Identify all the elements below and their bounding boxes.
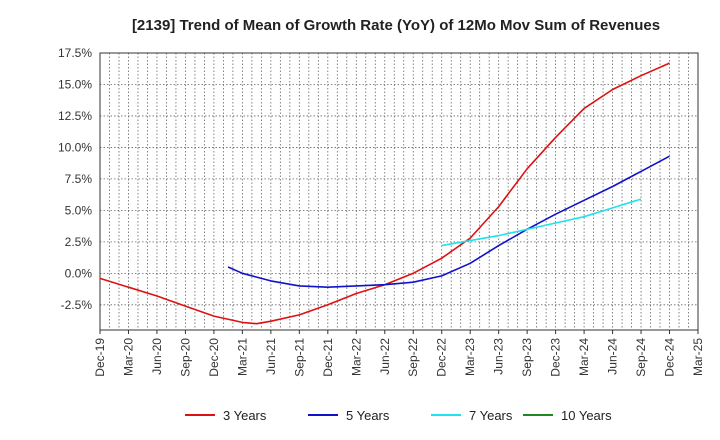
x-tick-label: Mar-25 xyxy=(691,338,705,376)
x-tick-label: Sep-22 xyxy=(406,338,420,377)
x-tick-label: Jun-22 xyxy=(378,338,392,375)
x-tick-label: Sep-20 xyxy=(178,338,192,377)
x-tick-label: Sep-23 xyxy=(520,338,534,377)
chart-grid xyxy=(99,52,699,330)
x-tick-label: Jun-20 xyxy=(150,338,164,375)
x-tick-label: Jun-24 xyxy=(606,338,620,375)
legend-label: 3 Years xyxy=(223,408,267,423)
series-lines xyxy=(99,62,670,325)
y-tick-label: 5.0% xyxy=(65,203,93,217)
series-line-7-years xyxy=(441,198,642,247)
x-tick-label: Mar-20 xyxy=(121,338,135,376)
x-axis: Dec-19 Mar-20 Jun-20 Sep-20 Dec-20 Mar-21 Jun-… xyxy=(93,330,705,377)
x-tick-label: Mar-22 xyxy=(349,338,363,376)
y-tick-label: 10.0% xyxy=(58,140,92,154)
legend-label: 10 Years xyxy=(561,408,612,423)
x-tick-label: Jun-23 xyxy=(492,338,506,375)
legend-label: 7 Years xyxy=(469,408,513,423)
y-tick-label: -2.5% xyxy=(61,298,93,312)
x-tick-label: Mar-21 xyxy=(235,338,249,376)
y-tick-label: 2.5% xyxy=(65,235,93,249)
y-tick-label: 0.0% xyxy=(65,266,93,280)
x-tick-label: Dec-19 xyxy=(93,338,107,377)
x-tick-label: Mar-24 xyxy=(577,338,591,376)
series-line-3-years xyxy=(99,62,670,325)
x-tick-label: Dec-21 xyxy=(321,338,335,377)
y-tick-label: 12.5% xyxy=(58,109,92,123)
x-tick-label: Mar-23 xyxy=(463,338,477,376)
y-tick-label: 17.5% xyxy=(58,46,92,60)
y-tick-label: 15.0% xyxy=(58,77,92,91)
plot-frame xyxy=(99,52,699,331)
chart-title: [2139] Trend of Mean of Growth Rate (YoY… xyxy=(132,17,660,34)
legend: 3 Years 5 Years 7 Years 10 Years xyxy=(185,408,612,423)
legend-label: 5 Years xyxy=(346,408,390,423)
x-tick-label: Dec-22 xyxy=(435,338,449,377)
y-tick-label: 7.5% xyxy=(65,172,93,186)
x-tick-label: Dec-23 xyxy=(549,338,563,377)
x-tick-label: Dec-24 xyxy=(663,338,677,377)
x-tick-label: Dec-20 xyxy=(207,338,221,377)
y-axis: 17.5% 15.0% 12.5% 10.0% 7.5% 5.0% 2.5% 0.0% -2.5… xyxy=(58,46,92,312)
x-tick-label: Sep-24 xyxy=(634,338,648,377)
x-tick-label: Sep-21 xyxy=(292,338,306,377)
series-line-5-years xyxy=(227,155,670,288)
x-tick-label: Jun-21 xyxy=(264,338,278,375)
